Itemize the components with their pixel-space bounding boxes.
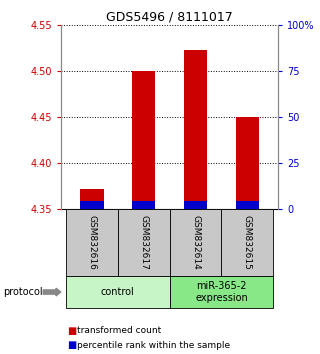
Title: GDS5496 / 8111017: GDS5496 / 8111017	[106, 11, 233, 24]
Text: protocol: protocol	[3, 287, 43, 297]
Bar	[184, 201, 207, 209]
Bar	[170, 276, 273, 308]
Bar	[236, 201, 259, 209]
Text: GSM832615: GSM832615	[243, 215, 252, 270]
Text: GSM832614: GSM832614	[191, 215, 200, 270]
Text: ■: ■	[67, 340, 76, 350]
Bar	[184, 50, 207, 209]
Bar	[132, 71, 155, 209]
Text: transformed count: transformed count	[77, 326, 161, 336]
Text: control: control	[101, 287, 135, 297]
Text: GSM832616: GSM832616	[87, 215, 96, 270]
Bar	[132, 201, 155, 209]
Bar	[66, 209, 118, 276]
Text: miR-365-2
expression: miR-365-2 expression	[195, 281, 248, 303]
Text: GSM832617: GSM832617	[139, 215, 148, 270]
Bar	[80, 189, 104, 209]
Text: ■: ■	[67, 326, 76, 336]
Bar	[170, 209, 221, 276]
Bar	[118, 209, 170, 276]
Bar	[66, 276, 170, 308]
Bar	[221, 209, 273, 276]
Text: percentile rank within the sample: percentile rank within the sample	[77, 341, 230, 350]
Bar	[236, 117, 259, 209]
Bar	[80, 201, 104, 209]
